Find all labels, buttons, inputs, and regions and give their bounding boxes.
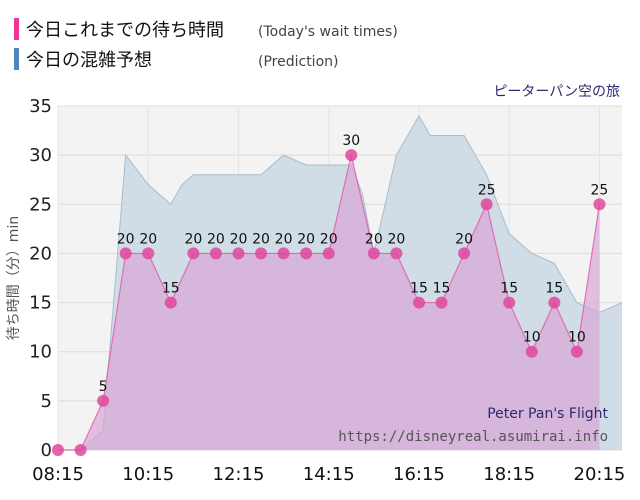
legend-actual-label-en: (Today's wait times)	[258, 24, 398, 40]
data-label: 20	[252, 231, 270, 247]
data-label: 10	[568, 330, 586, 346]
data-label: 20	[184, 231, 202, 247]
legend-actual-label: 今日これまでの待ち時間	[26, 20, 224, 41]
data-point	[525, 345, 538, 358]
data-point	[52, 444, 64, 456]
data-label: 20	[207, 231, 225, 247]
actual-series-area	[58, 155, 600, 450]
legend-prediction-swatch	[14, 48, 19, 70]
data-point	[142, 247, 155, 260]
y-tick-label: 30	[29, 145, 52, 166]
chart-title: ピーターパン空の旅	[493, 84, 620, 100]
data-label: 5	[99, 379, 108, 395]
data-point	[435, 296, 448, 309]
data-label: 15	[545, 281, 563, 297]
legend: 今日これまでの待ち時間 (Today's wait times) 今日の混雑予想…	[14, 18, 398, 71]
data-point	[97, 394, 110, 407]
data-point	[345, 149, 358, 162]
data-point	[119, 247, 132, 260]
x-tick-label: 08:15	[32, 464, 84, 485]
data-label: 30	[342, 133, 360, 149]
data-label: 20	[455, 231, 473, 247]
y-axis-label: 待ち時間（分）min	[6, 216, 22, 340]
y-tick-label: 20	[29, 243, 52, 264]
y-tick-label: 5	[41, 391, 52, 412]
x-tick-label: 16:15	[393, 464, 445, 485]
x-axis-ticks: 08:15 10:15 12:15 14:15 16:15 18:15 20:15	[32, 464, 625, 485]
data-label: 20	[230, 231, 248, 247]
actual-series-points	[52, 149, 606, 456]
data-point	[593, 198, 606, 211]
data-label: 15	[433, 281, 451, 297]
data-label: 15	[162, 281, 180, 297]
data-point	[390, 247, 403, 260]
data-point	[412, 296, 425, 309]
data-label: 20	[297, 231, 315, 247]
y-tick-label: 35	[29, 96, 52, 117]
x-tick-label: 14:15	[303, 464, 355, 485]
data-point	[209, 247, 222, 260]
data-point	[503, 296, 516, 309]
x-tick-label: 20:15	[574, 464, 626, 485]
data-label: 20	[387, 231, 405, 247]
data-label: 20	[139, 231, 157, 247]
legend-actual-swatch	[14, 18, 19, 40]
data-point	[187, 247, 200, 260]
data-label: 20	[117, 231, 135, 247]
data-point	[255, 247, 268, 260]
actual-area	[58, 155, 600, 450]
data-label: 10	[523, 330, 541, 346]
data-point	[277, 247, 290, 260]
x-tick-label: 10:15	[122, 464, 174, 485]
y-axis-ticks: 0 5 10 15 20 25 30 35	[29, 96, 52, 461]
y-tick-label: 10	[29, 342, 52, 363]
data-point	[570, 345, 583, 358]
watermark-title: Peter Pan's Flight	[487, 406, 608, 422]
x-tick-label: 12:15	[213, 464, 265, 485]
data-point	[548, 296, 561, 309]
legend-prediction-label: 今日の混雑予想	[26, 50, 152, 71]
data-point	[232, 247, 245, 260]
data-point	[164, 296, 177, 309]
y-tick-label: 15	[29, 293, 52, 314]
y-tick-label: 25	[29, 194, 52, 215]
y-tick-label: 0	[41, 440, 52, 461]
data-point	[322, 247, 335, 260]
data-label: 25	[591, 182, 609, 198]
data-point	[74, 444, 87, 456]
x-tick-label: 18:15	[483, 464, 535, 485]
data-label: 20	[320, 231, 338, 247]
data-label: 25	[478, 182, 496, 198]
data-label: 20	[275, 231, 293, 247]
watermark-url: https://disneyreal.asumirai.info	[338, 429, 608, 445]
data-label: 20	[365, 231, 383, 247]
legend-prediction-label-en: (Prediction)	[258, 54, 338, 70]
data-point	[300, 247, 313, 260]
data-label: 15	[410, 281, 428, 297]
data-point	[458, 247, 471, 260]
data-label: 15	[500, 281, 518, 297]
data-point	[480, 198, 493, 211]
data-point	[367, 247, 380, 260]
